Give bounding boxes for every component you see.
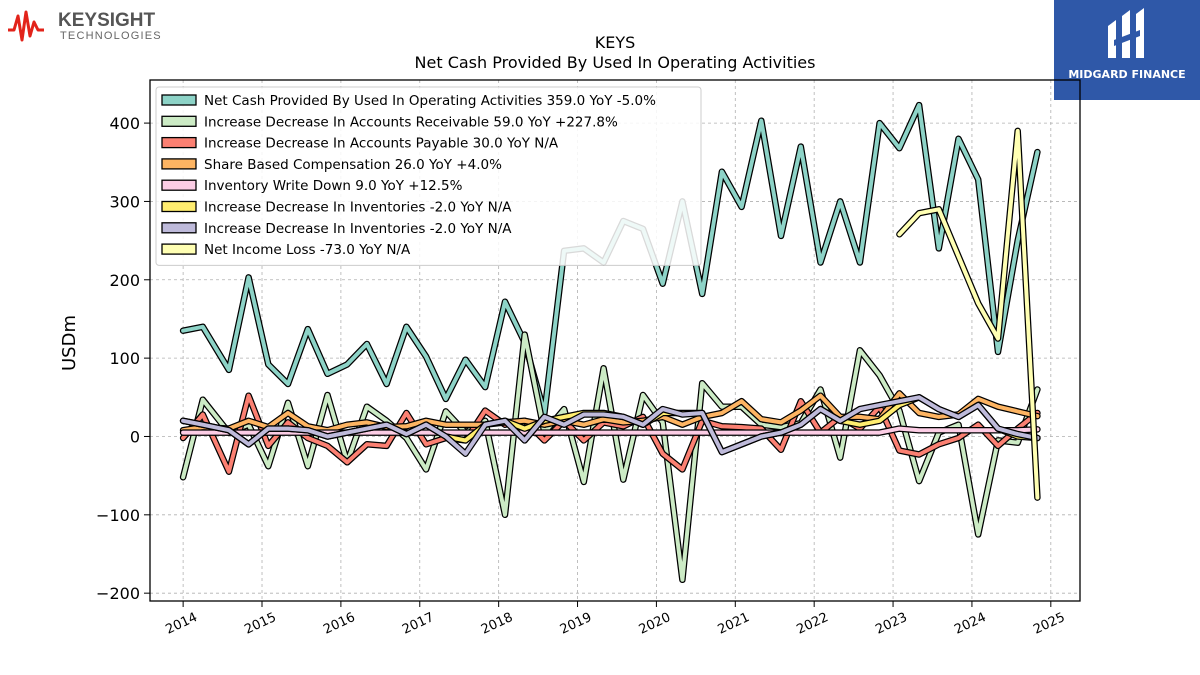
y-axis-label: USDm xyxy=(59,315,80,371)
legend-swatch xyxy=(161,243,197,255)
x-tick-label: 2021 xyxy=(716,610,752,638)
x-tick-label: 2023 xyxy=(873,610,909,638)
legend-swatch xyxy=(161,200,197,213)
series-7 xyxy=(896,127,1041,501)
series-line xyxy=(181,395,1040,456)
series-line xyxy=(181,393,1040,474)
series-1 xyxy=(179,331,1041,584)
chart-title: KEYS xyxy=(595,33,636,52)
series-3 xyxy=(179,390,1041,434)
x-tick-label: 2022 xyxy=(795,610,831,638)
y-tick-label: 300 xyxy=(109,192,140,211)
legend-label: Net Income Loss -73.0 YoY N/A xyxy=(204,242,411,258)
keysight-logo: KEYSIGHT TECHNOLOGIES xyxy=(6,6,176,46)
series-line xyxy=(897,128,1040,500)
legend-box xyxy=(155,86,702,266)
x-tick-label: 2020 xyxy=(637,610,673,638)
legend-swatch xyxy=(161,222,197,234)
midgard-logo-name: MIDGARD FINANCE xyxy=(1068,68,1186,81)
legend-label: Increase Decrease In Accounts Payable 30… xyxy=(204,136,559,152)
x-tick-label: 2016 xyxy=(321,610,357,638)
y-tick-label: 0 xyxy=(130,427,140,446)
legend-swatch xyxy=(161,94,197,106)
series-line xyxy=(181,391,1040,433)
plot-frame xyxy=(149,79,1081,602)
legend-label: Increase Decrease In Inventories -2.0 Yo… xyxy=(204,200,512,216)
y-tick-label: 100 xyxy=(109,349,140,368)
legend-label: Share Based Compensation 26.0 YoY +4.0% xyxy=(204,157,502,173)
keysight-logo-sub: TECHNOLOGIES xyxy=(60,30,162,42)
x-axis: 2014 2015 2016 2017 2018 2019 2020 2021 2022 2023… xyxy=(163,601,1068,638)
x-tick-label: 2019 xyxy=(558,610,594,638)
series-2 xyxy=(179,392,1041,475)
y-tick-label: −100 xyxy=(96,506,140,525)
keysight-wave-icon: KEYSIGHT TECHNOLOGIES xyxy=(8,10,162,42)
midgard-mark-icon xyxy=(1108,8,1144,58)
midgard-logo: MIDGARD FINANCE xyxy=(1054,0,1200,100)
x-tick-label: 2024 xyxy=(952,610,988,638)
legend-swatch xyxy=(161,158,197,170)
series-6 xyxy=(179,394,1041,457)
y-axis: −200 −100 0 100 200 300 400 xyxy=(96,114,150,603)
x-tick-label: 2015 xyxy=(242,610,278,638)
chart-subtitle: Net Cash Provided By Used In Operating A… xyxy=(415,53,816,72)
legend-label: Increase Decrease In Inventories -2.0 Yo… xyxy=(204,221,512,237)
legend-label: Net Cash Provided By Used In Operating A… xyxy=(204,93,656,109)
x-tick-label: 2017 xyxy=(400,610,436,638)
legend: Net Cash Provided By Used In Operating A… xyxy=(155,86,702,266)
legend-label: Inventory Write Down 9.0 YoY +12.5% xyxy=(204,178,463,194)
legend-swatch xyxy=(161,179,197,191)
y-tick-label: 400 xyxy=(109,114,140,133)
x-tick-label: 2018 xyxy=(479,610,515,638)
keysight-logo-name: KEYSIGHT xyxy=(58,10,156,31)
legend-label: Increase Decrease In Accounts Receivable… xyxy=(204,114,618,130)
x-tick-label: 2025 xyxy=(1031,610,1067,638)
y-tick-label: 200 xyxy=(109,271,140,290)
x-tick-label: 2014 xyxy=(163,610,199,638)
legend-swatch xyxy=(161,136,197,149)
legend-swatch xyxy=(161,115,197,127)
y-tick-label: −200 xyxy=(96,584,140,603)
